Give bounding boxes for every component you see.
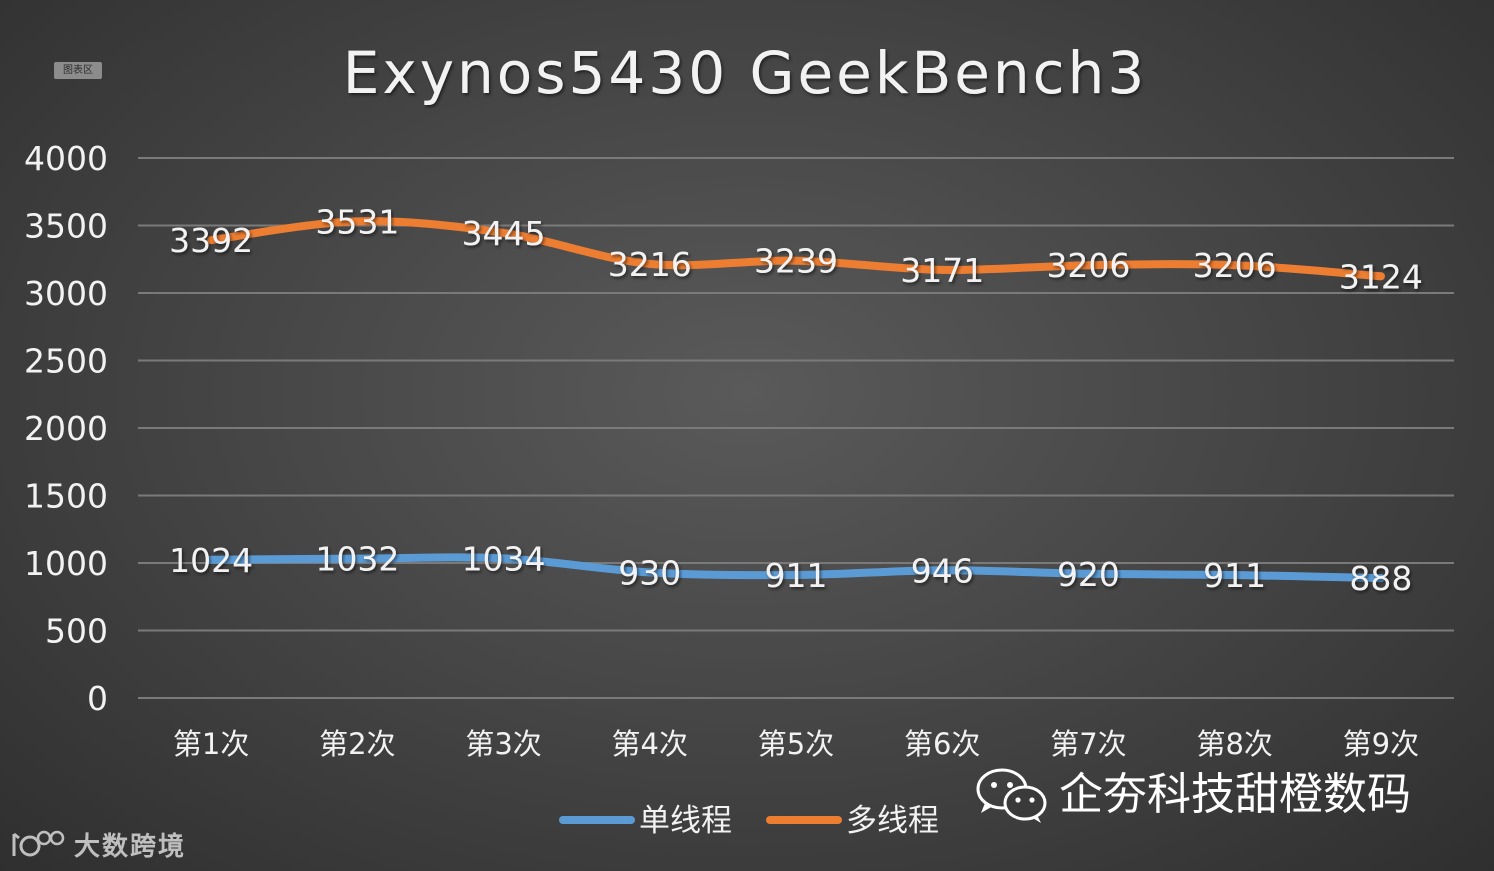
wechat-watermark: 企夯科技甜橙数码 bbox=[975, 762, 1411, 828]
y-tick-label: 0 bbox=[87, 679, 108, 718]
x-tick-label: 第5次 bbox=[758, 727, 834, 761]
y-tick-label: 3500 bbox=[24, 207, 108, 246]
x-tick-label: 第3次 bbox=[465, 727, 541, 761]
data-label: 888 bbox=[1349, 559, 1412, 598]
data-label: 920 bbox=[1057, 555, 1120, 594]
y-tick-label: 1000 bbox=[24, 544, 108, 583]
y-tick-label: 2000 bbox=[24, 409, 108, 448]
wechat-icon bbox=[976, 768, 1047, 823]
data-label: 3171 bbox=[900, 251, 984, 290]
y-tick-label: 3000 bbox=[24, 274, 108, 313]
y-tick-label: 1500 bbox=[24, 477, 108, 516]
data-label: 911 bbox=[765, 556, 828, 595]
brand-watermark-text: 大数跨境 bbox=[74, 831, 187, 862]
data-point bbox=[499, 228, 508, 237]
data-label: 1024 bbox=[169, 541, 253, 580]
data-point bbox=[792, 571, 800, 580]
data-point bbox=[207, 555, 216, 564]
x-tick-label: 第2次 bbox=[319, 727, 395, 761]
data-label: 930 bbox=[618, 553, 681, 592]
y-tick-label: 2500 bbox=[24, 342, 108, 381]
data-label: 946 bbox=[911, 551, 974, 590]
chart-title: Exynos5430 GeekBench3 bbox=[343, 39, 1147, 107]
data-point bbox=[792, 256, 800, 265]
data-point bbox=[645, 259, 654, 268]
data-point bbox=[1230, 571, 1239, 580]
data-point bbox=[1376, 574, 1385, 583]
data-label: 3392 bbox=[169, 221, 253, 260]
brand-watermark: 大数跨境 bbox=[10, 826, 186, 862]
legend-label: 单线程 bbox=[639, 803, 732, 839]
data-point bbox=[1230, 261, 1239, 270]
data-label: 1034 bbox=[462, 539, 546, 578]
x-tick-label: 第6次 bbox=[904, 727, 980, 761]
legend-label: 多线程 bbox=[846, 803, 939, 839]
data-point bbox=[938, 265, 947, 274]
x-tick-label: 第9次 bbox=[1343, 727, 1419, 761]
data-label: 3216 bbox=[608, 245, 692, 284]
data-point bbox=[353, 554, 362, 563]
data-point bbox=[938, 566, 947, 575]
wechat-watermark-text: 企夯科技甜橙数码 bbox=[1059, 769, 1411, 820]
data-label: 1032 bbox=[315, 540, 399, 579]
data-point bbox=[645, 568, 654, 577]
data-point bbox=[1376, 272, 1385, 281]
data-label: 3239 bbox=[754, 242, 838, 281]
brand-logo-icon bbox=[12, 830, 65, 857]
data-point bbox=[1084, 261, 1093, 270]
data-point bbox=[207, 236, 216, 245]
data-label: 3445 bbox=[462, 214, 546, 253]
y-tick-label: 4000 bbox=[24, 139, 108, 178]
data-point bbox=[353, 217, 362, 226]
chart-area-tag: 图表区 bbox=[54, 62, 102, 79]
data-point bbox=[499, 554, 508, 563]
data-label: 3531 bbox=[315, 202, 399, 241]
y-tick-label: 500 bbox=[45, 612, 108, 651]
data-label: 3124 bbox=[1339, 257, 1423, 296]
data-label: 911 bbox=[1203, 556, 1266, 595]
data-label: 3206 bbox=[1193, 246, 1277, 285]
data-point bbox=[1084, 569, 1093, 578]
data-label: 3206 bbox=[1046, 246, 1130, 285]
x-tick-label: 第4次 bbox=[612, 727, 688, 761]
x-tick-label: 第8次 bbox=[1196, 727, 1272, 761]
x-tick-label: 第1次 bbox=[173, 727, 249, 761]
x-tick-label: 第7次 bbox=[1050, 727, 1126, 761]
